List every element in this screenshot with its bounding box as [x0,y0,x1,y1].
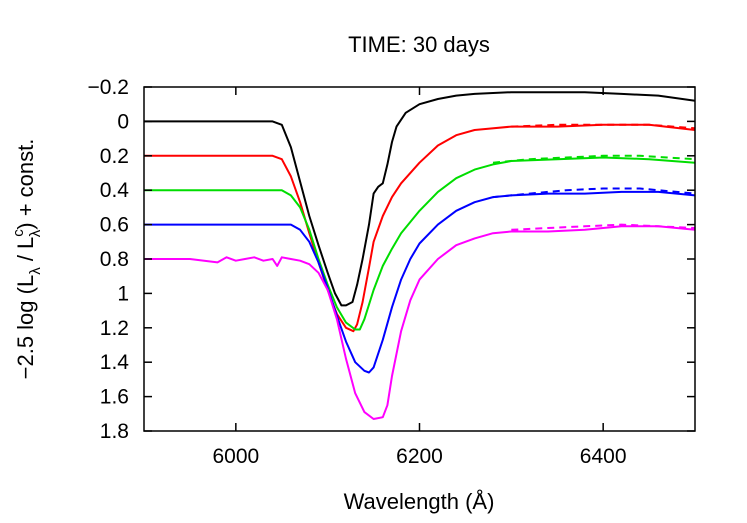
y-tick-label: 1.2 [100,317,129,340]
x-tick-label: 6000 [212,445,259,468]
y-axis-label: −2.5 log (Lλ / Lcλ) + const. [10,139,44,380]
y-tick-label: 0.4 [100,179,130,202]
series-line-8 [511,223,695,231]
y-tick-label: 0.2 [100,145,129,168]
plot-frame [143,86,696,432]
y-tick-label: 0.6 [100,214,129,237]
y-tick-label: 1.4 [100,351,130,374]
series-line-2 [511,123,695,130]
y-axis: −0.2 0 0.2 0.4 0.6 0.8 1 1.2 1.4 1.6 1.8 [88,76,695,443]
x-tick-label: 6400 [580,445,627,468]
series-line-7 [144,225,695,420]
y-label-lead: −2.5 log (L [13,275,38,380]
y-label-tail: ) + const. [13,139,38,230]
series-line-1 [144,123,695,333]
series-layer [144,91,695,420]
y-label-sub1: λ [27,267,44,275]
x-tick-label: 6200 [396,445,443,468]
y-label-sup: c [10,229,27,237]
y-tick-label: −0.2 [88,76,129,99]
y-label-sub2: λ [27,229,44,237]
series-line-6 [492,187,695,199]
chart-title: TIME: 30 days [348,32,490,57]
y-tick-label: 0.8 [100,248,129,271]
y-label-mid: / L [13,237,38,268]
y-tick-label: 1.6 [100,386,129,409]
y-tick-label: 1 [117,282,129,305]
x-axis-label: Wavelength (Å) [344,489,495,514]
series-line-5 [144,190,695,374]
y-tick-label: 1.8 [100,420,129,443]
y-tick-label: 0 [117,110,129,133]
series-line-4 [492,154,695,164]
series-line-0 [144,91,695,307]
x-axis: 6000 6200 6400 [212,87,627,468]
